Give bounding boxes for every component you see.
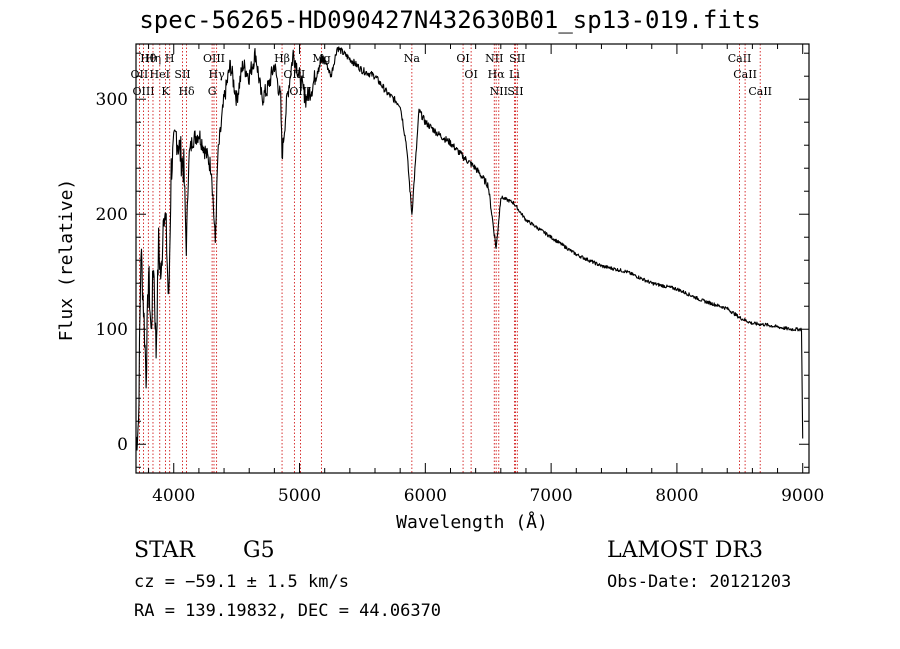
line-marker-label: G [208, 85, 217, 98]
x-tick-label: 5000 [278, 486, 321, 506]
x-axis-label: Wavelength (Å) [396, 511, 548, 533]
line-marker-label: H [165, 52, 175, 65]
y-tick-label: 300 [96, 90, 128, 110]
line-marker-label: OIII [289, 85, 311, 98]
x-tick-label: 7000 [529, 486, 572, 506]
subclass-label: G5 [243, 538, 275, 563]
x-tick-label: 9000 [781, 486, 824, 506]
survey-label: LAMOST DR3 [607, 538, 763, 563]
line-marker-label: OII [131, 68, 149, 81]
y-tick-label: 0 [117, 435, 128, 455]
line-marker-label: OI [464, 68, 477, 81]
x-tick-label: 4000 [152, 486, 195, 506]
y-axis-label: Flux (relative) [56, 179, 77, 342]
line-marker-label: Hδ [178, 85, 195, 98]
plot-frame [135, 43, 810, 474]
line-marker-label: CaII [733, 68, 757, 81]
observation-date-text: Obs-Date: 20121203 [607, 572, 792, 592]
line-marker-label: OI [456, 52, 469, 65]
spectrum-line [135, 46, 804, 451]
line-marker-label: CaII [748, 85, 772, 98]
redshift-velocity-text: cz = −59.1 ± 1.5 km/s [134, 572, 349, 592]
line-marker-label: OIII [203, 52, 225, 65]
line-marker-label: NII [490, 85, 508, 98]
y-tick-label: 100 [96, 320, 128, 340]
axes-group: 4000 5000 6000 7000 8000 9000 0 100 200 300 [96, 44, 824, 506]
line-marker-label: Hγ [209, 68, 226, 81]
object-type-label: STAR [134, 538, 195, 563]
line-marker-label: NII [485, 52, 503, 65]
line-marker-label: SII [509, 52, 525, 65]
line-marker-label: Hη [145, 52, 161, 65]
line-marker-label: Hβ [274, 52, 290, 65]
coordinates-text: RA = 139.19832, DEC = 44.06370 [134, 601, 442, 621]
x-tick-label: 8000 [655, 486, 698, 506]
line-marker-label: SII [174, 68, 190, 81]
line-marker-label: HeI [150, 68, 170, 81]
x-tick-label: 6000 [404, 486, 447, 506]
y-tick-label: 200 [96, 205, 128, 225]
line-marker-group: HθOIIOIIIHηHeIKHSIIHδOIIIHγGHβOIIIOIIIMg… [131, 44, 772, 473]
line-marker-label: Li [509, 68, 520, 81]
page-title: spec-56265-HD090427N432630B01_sp13-019.f… [139, 6, 761, 34]
line-marker-label: SII [507, 85, 523, 98]
spectrum-series-group [135, 46, 804, 451]
line-marker-label: Na [404, 52, 421, 65]
line-marker-label: Hα [488, 68, 506, 81]
line-marker-label: CaII [728, 52, 752, 65]
line-marker-label: K [161, 85, 170, 98]
line-marker-label: OIII [133, 85, 155, 98]
